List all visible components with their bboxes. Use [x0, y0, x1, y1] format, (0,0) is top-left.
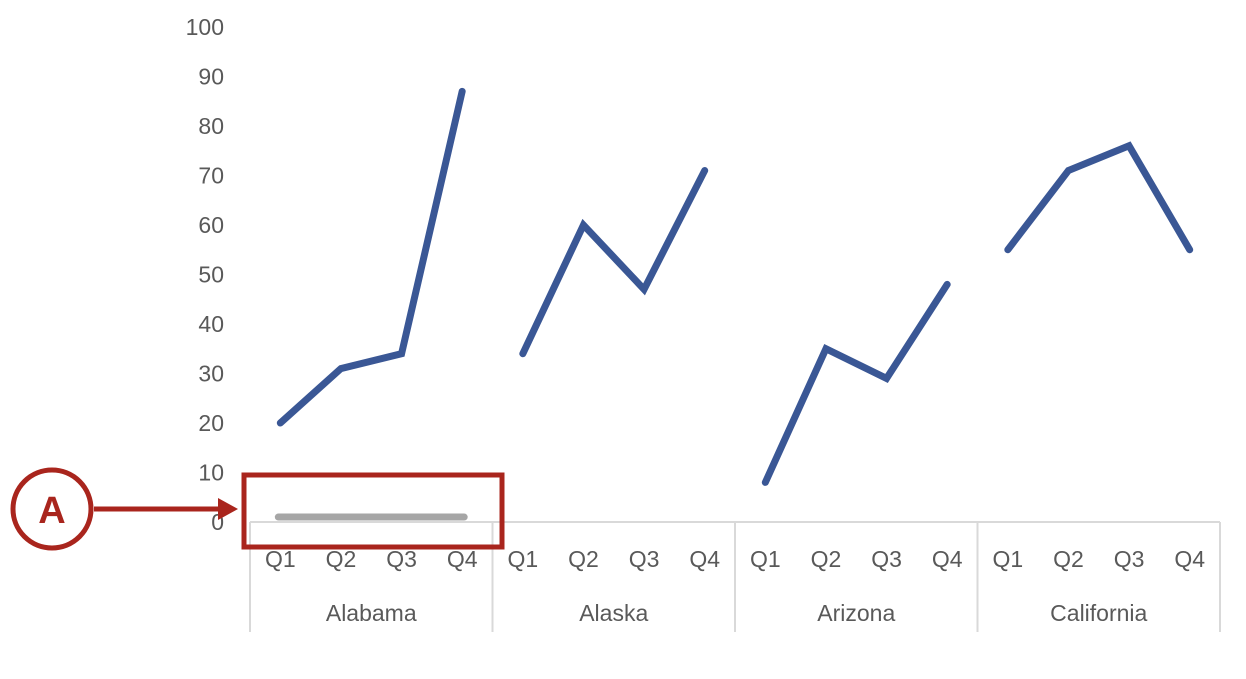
x-tick-label: Q2	[568, 546, 599, 572]
x-tick-label: Q2	[1053, 546, 1084, 572]
x-tick-label: Q4	[447, 546, 478, 572]
y-tick-label: 10	[198, 460, 224, 486]
series-line-alaska	[519, 167, 709, 358]
group-label: California	[1050, 600, 1147, 626]
x-tick-label: Q2	[326, 546, 357, 572]
x-tick-label: Q3	[1114, 546, 1145, 572]
x-tick-label: Q1	[992, 546, 1023, 572]
x-tick-label: Q4	[1174, 546, 1205, 572]
y-tick-label: 30	[198, 361, 224, 387]
group-label: Alaska	[579, 600, 648, 626]
y-tick-label: 90	[198, 64, 224, 90]
y-tick-label: 50	[198, 262, 224, 288]
x-tick-label: Q1	[750, 546, 781, 572]
x-tick-label: Q2	[811, 546, 842, 572]
annotation-arrow-head	[218, 498, 238, 520]
x-tick-label: Q3	[629, 546, 660, 572]
series-line-california	[1004, 141, 1194, 254]
annotation-highlight-box	[241, 472, 505, 550]
annotation-circle	[10, 467, 94, 551]
y-tick-label: 100	[186, 14, 224, 40]
y-tick-label: 80	[198, 113, 224, 139]
x-tick-label: Q4	[932, 546, 963, 572]
x-tick-label: Q4	[689, 546, 720, 572]
y-tick-label: 70	[198, 163, 224, 189]
x-tick-label: Q3	[871, 546, 902, 572]
y-tick-label: 60	[198, 212, 224, 238]
group-label: Alabama	[326, 600, 417, 626]
y-tick-label: 20	[198, 410, 224, 436]
x-tick-label: Q1	[265, 546, 296, 572]
group-label: Arizona	[817, 600, 895, 626]
series-layer	[274, 87, 1194, 521]
series-line-alabama	[276, 87, 466, 427]
x-tick-label: Q3	[386, 546, 417, 572]
series-line-arizona	[761, 280, 951, 486]
y-tick-label: 40	[198, 311, 224, 337]
annotation-label: A	[38, 490, 65, 532]
x-tick-label: Q1	[507, 546, 538, 572]
annotation-layer: A	[10, 467, 505, 551]
